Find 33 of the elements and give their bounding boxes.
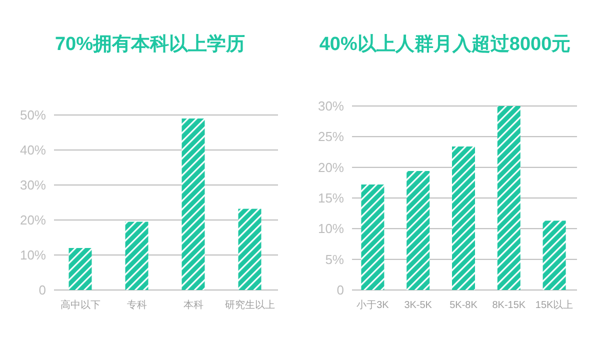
x-tick-label: 本科	[183, 299, 204, 311]
y-tick-label: 40%	[20, 142, 46, 158]
x-tick-label: 专科	[126, 299, 147, 311]
y-tick-label: 30%	[318, 98, 344, 114]
bar	[238, 208, 262, 290]
bar	[125, 222, 148, 290]
y-tick-label: 15%	[318, 190, 344, 206]
x-tick-label: 15K以上	[535, 299, 574, 311]
chart-title: 40%以上人群月入超过8000元	[319, 33, 571, 55]
bar	[406, 171, 430, 290]
y-tick-label: 20%	[20, 212, 46, 228]
y-tick-label: 30%	[20, 178, 46, 192]
y-tick-label: 10%	[318, 221, 344, 236]
y-tick-label: 5%	[325, 252, 344, 267]
chart-title: 70%拥有本科以上学历	[54, 33, 246, 55]
x-tick-label: 8K-15K	[492, 300, 526, 311]
y-tick-label: 20%	[318, 160, 344, 175]
y-tick-label: 0	[38, 282, 46, 298]
x-tick-label: 小于3K	[356, 299, 390, 311]
y-tick-label: 50%	[20, 108, 46, 122]
x-tick-label: 研究生以上	[224, 299, 275, 311]
bar	[497, 106, 520, 290]
bar	[361, 184, 384, 290]
x-tick-label: 高中以下	[60, 299, 100, 311]
x-tick-label: 5K-8K	[450, 300, 478, 311]
bar	[68, 248, 92, 290]
x-tick-label: 3K-5K	[404, 300, 432, 311]
bar	[182, 118, 205, 290]
bar	[452, 146, 475, 290]
bar	[542, 220, 566, 290]
y-tick-label: 0	[336, 282, 344, 298]
y-tick-label: 25%	[318, 129, 344, 144]
y-tick-label: 10%	[20, 248, 46, 262]
